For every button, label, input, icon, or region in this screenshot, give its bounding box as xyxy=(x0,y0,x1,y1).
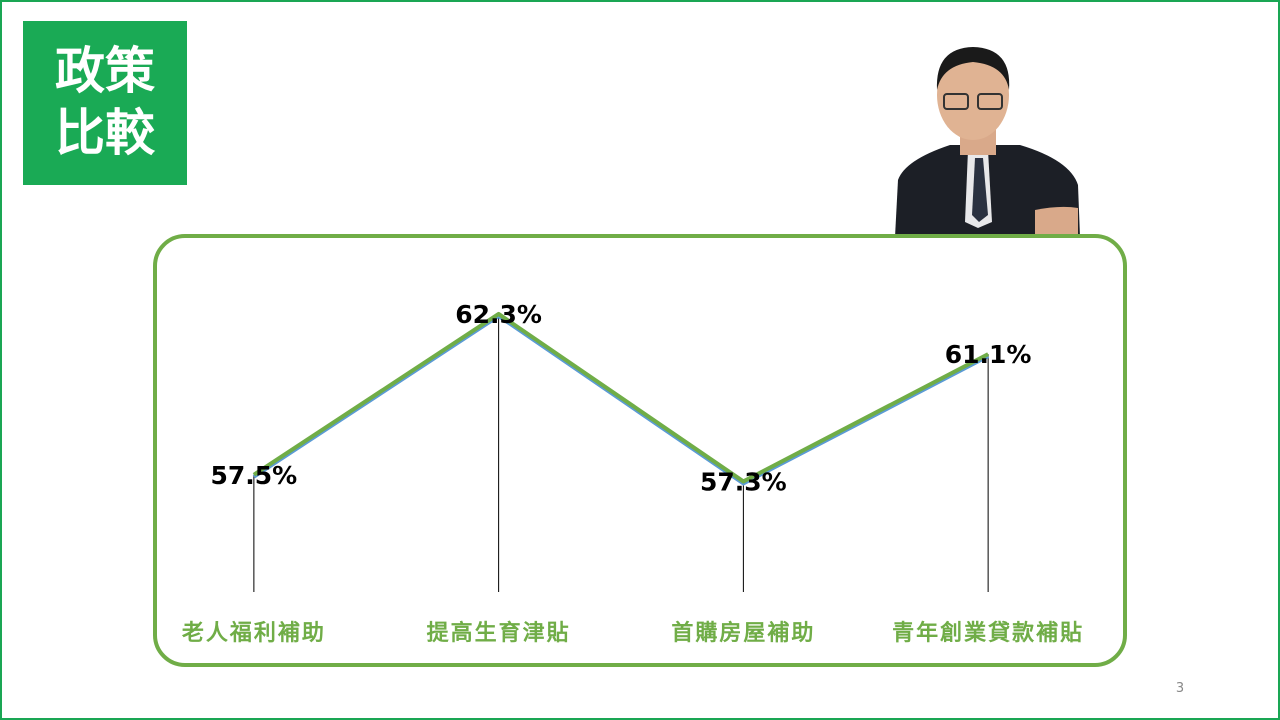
x-tick-label: 首購房屋補助 xyxy=(671,620,815,646)
x-tick-label: 老人福利補助 xyxy=(181,620,326,646)
series-line xyxy=(252,311,990,484)
portrait xyxy=(895,47,1080,237)
x-tick-label: 提高生育津貼 xyxy=(427,620,571,646)
title-box xyxy=(23,21,187,185)
x-tick-label: 青年創業貸款補貼 xyxy=(892,620,1084,646)
data-label: 57.3% xyxy=(700,467,787,496)
page-number: 3 xyxy=(1176,681,1184,696)
data-label: 61.1% xyxy=(945,340,1032,369)
data-label: 57.5% xyxy=(211,461,298,490)
title-line: 比較 xyxy=(55,104,156,162)
title-line: 政策 xyxy=(55,42,155,100)
chart-panel xyxy=(153,234,1127,667)
data-label: 62.3% xyxy=(455,300,542,329)
